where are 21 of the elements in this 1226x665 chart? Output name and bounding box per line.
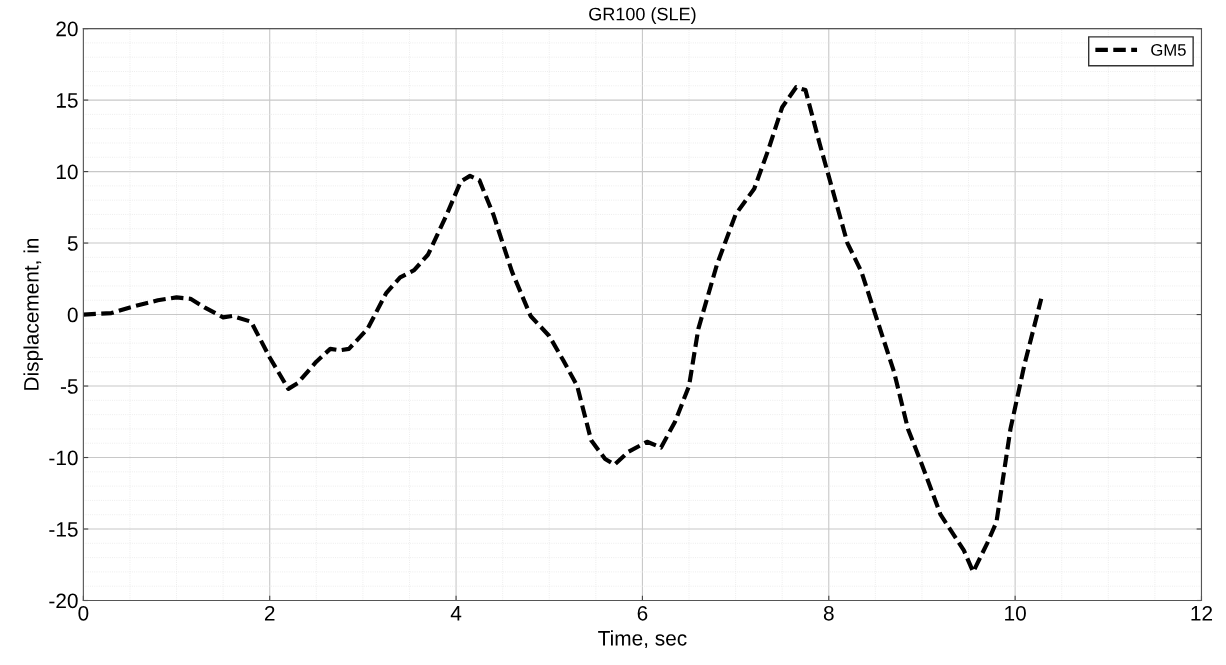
y-tick-label: 5 — [67, 236, 78, 251]
line-series — [83, 85, 1044, 574]
y-tick-label: -20 — [49, 593, 78, 609]
y-tick-label: 15 — [56, 93, 78, 108]
x-tick-label: 12 — [1191, 605, 1213, 621]
x-tick-label: 6 — [637, 605, 648, 621]
legend-label: GM5 — [1151, 44, 1186, 56]
x-tick-label: 2 — [264, 605, 275, 621]
y-tick-label: -15 — [49, 522, 78, 537]
x-tick-label: 0 — [78, 605, 89, 621]
x-tick-label: 8 — [823, 605, 834, 621]
y-tick-label: 10 — [56, 164, 78, 180]
y-tick-label: 20 — [56, 21, 78, 37]
x-tick-label: 10 — [1005, 605, 1026, 621]
y-axis-title: Displacement, in — [23, 238, 43, 390]
x-tick-label: 4 — [450, 606, 462, 621]
chart-title: GR100 (SLE) — [589, 7, 696, 24]
x-axis-title: Time, sec — [598, 630, 687, 649]
y-tick-label: -10 — [49, 450, 78, 466]
y-tick-label: -5 — [60, 379, 78, 394]
y-tick-label: 0 — [67, 307, 78, 323]
